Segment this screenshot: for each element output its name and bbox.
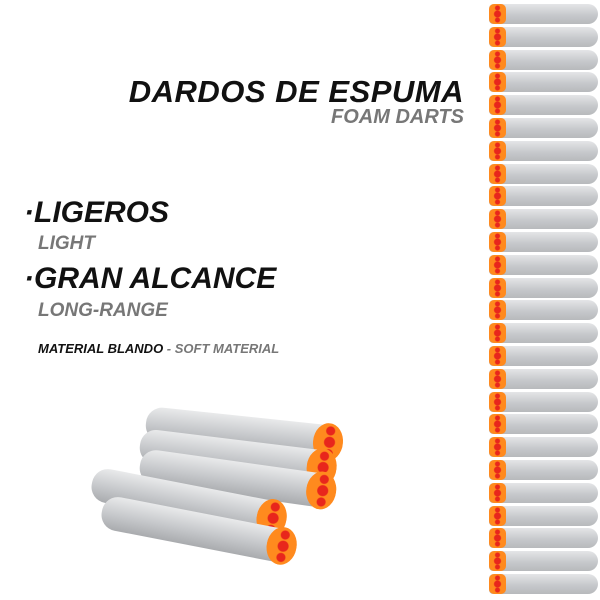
foam-dart [489,118,598,138]
dart-tip [489,49,506,70]
foam-dart [489,4,598,24]
dart-tip [489,254,506,275]
foam-dart [489,163,598,184]
foam-dart [489,72,598,93]
dart-tip [489,140,506,161]
feature-long-range: ·GRAN ALCANCE [24,262,277,295]
foam-dart [489,528,598,549]
dart-tip [489,368,506,389]
dart-tip [489,437,506,458]
dart-tip [489,414,506,435]
foam-dart [489,186,598,207]
feature-light-translation: LIGHT [38,233,95,254]
feature-light: ·LIGEROS [24,196,170,229]
foam-dart [489,368,598,389]
material-translation: SOFT MATERIAL [174,341,280,356]
dart-tip [489,232,506,252]
dart-tip [489,163,506,184]
dart-tip [489,300,506,321]
dart-tip [489,72,506,93]
foam-dart [489,300,598,321]
foam-dart [489,140,598,161]
dart-tip [489,209,506,230]
foam-dart [489,505,598,526]
product-title: DARDOS DE ESPUMA [128,74,464,109]
foam-dart [489,323,598,344]
dart-tip [489,26,506,47]
foam-dart [489,414,598,435]
foam-dart [489,277,598,298]
dart-tip [489,505,506,526]
dart-tip [489,460,506,480]
dart-tip [489,4,506,24]
dart-tip [489,528,506,549]
foam-dart [489,26,598,47]
foam-dart [489,209,598,230]
foam-dart [489,437,598,458]
dart-tip [489,482,506,503]
dart-tip [489,95,506,116]
foam-dart [489,391,598,412]
material-separator: - [163,341,175,356]
dart-tip [489,551,506,572]
foam-dart [489,49,598,70]
material-note: MATERIAL BLANDO - SOFT MATERIAL [38,341,279,356]
foam-dart [489,346,598,366]
foam-dart [489,460,598,480]
foam-dart [489,551,598,572]
dart-tip [489,118,506,138]
dart-tip [489,574,506,594]
product-subtitle: FOAM DARTS [331,106,464,128]
dart-tip [489,391,506,412]
foam-dart [489,574,598,594]
foam-dart [489,254,598,275]
dart-tip [489,277,506,298]
material-label: MATERIAL BLANDO [38,341,164,356]
dart-tip [263,524,300,568]
dart-tip [489,186,506,207]
feature-long-range-translation: LONG-RANGE [38,300,168,321]
foam-dart [489,482,598,503]
foam-dart [489,95,598,116]
dart-tip [489,323,506,344]
dart-tip [489,346,506,366]
foam-dart [489,232,598,252]
